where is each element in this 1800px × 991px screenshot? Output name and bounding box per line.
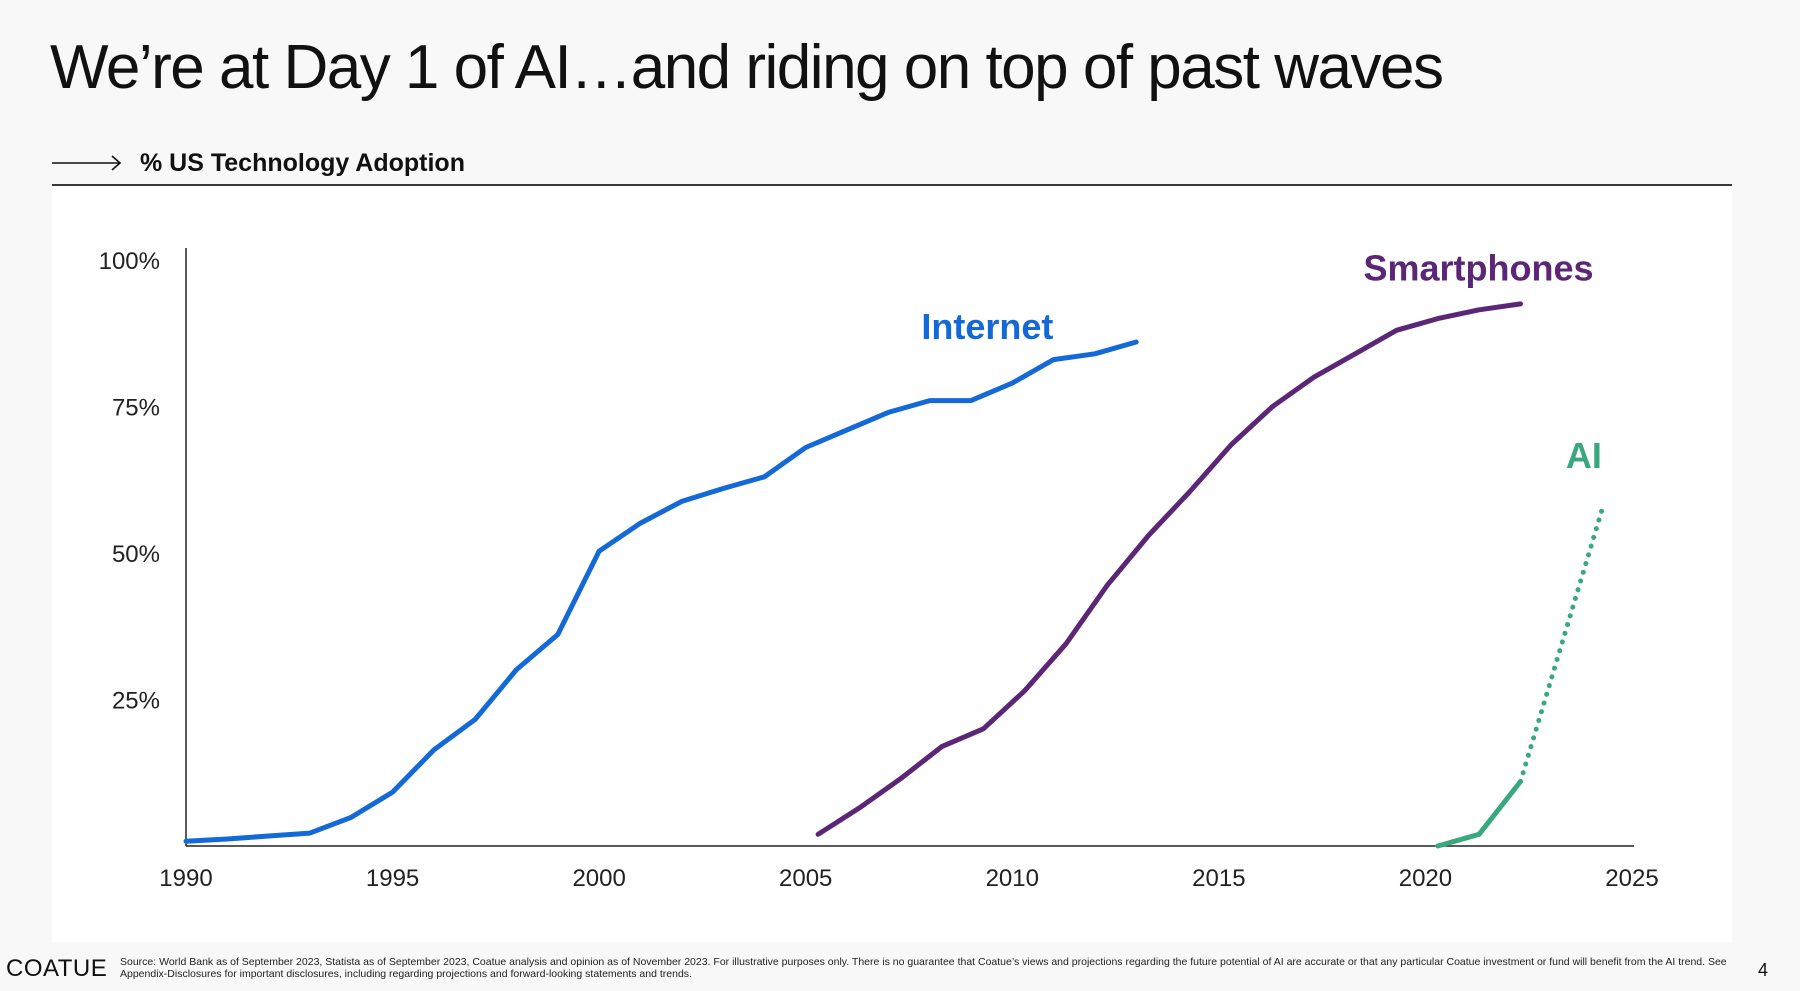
smartphones-series-label: Smartphones [1363, 248, 1593, 289]
subtitle-row: % US Technology Adoption [52, 148, 465, 178]
chart-panel: 25% 50% 75% 100% 1990 1995 2000 2005 2010 2015 202… [52, 187, 1732, 942]
internet-series-label: Internet [921, 306, 1053, 347]
page-number: 4 [1758, 960, 1769, 980]
internet-series-line [183, 339, 1139, 844]
x-tick-label: 1995 [366, 865, 419, 892]
x-tick-label: 2020 [1399, 865, 1452, 892]
y-tick-label: 50% [112, 541, 160, 568]
coatue-logo: COATUE [6, 955, 108, 982]
x-tick-label: 2015 [1192, 865, 1245, 892]
title-divider [52, 184, 1732, 186]
y-tick-label: 75% [112, 395, 160, 422]
x-tick-label: 2005 [779, 865, 832, 892]
x-tick-label: 2025 [1605, 865, 1658, 892]
smartphones-series-line [815, 301, 1523, 837]
arrow-right-icon [52, 155, 122, 171]
slide-title: We’re at Day 1 of AI…and riding on top o… [50, 33, 1444, 102]
chart-subtitle: % US Technology Adoption [140, 148, 465, 177]
x-tick-label: 2000 [572, 865, 625, 892]
y-tick-label: 100% [99, 248, 160, 275]
ai-series-line [1435, 779, 1523, 849]
adoption-chart: 25% 50% 75% 100% 1990 1995 2000 2005 2010 2015 202… [99, 248, 1659, 892]
ai-series-label: AI [1566, 435, 1602, 476]
x-tick-label: 2010 [986, 865, 1039, 892]
source-footnote: Source: World Bank as of September 2023,… [120, 956, 1727, 980]
y-tick-label: 25% [112, 688, 160, 715]
ai-projection-line [1518, 503, 1606, 784]
x-tick-label: 1990 [159, 865, 212, 892]
